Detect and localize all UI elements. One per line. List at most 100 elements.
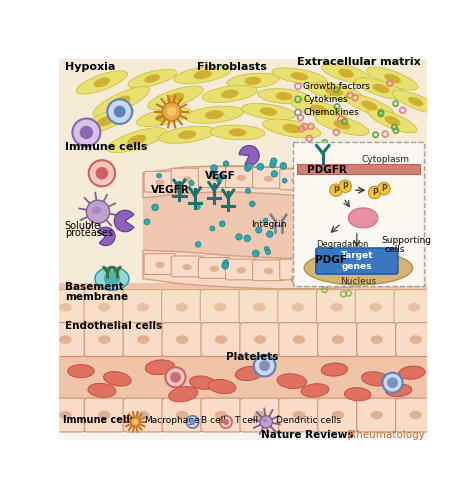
Ellipse shape bbox=[159, 126, 216, 143]
FancyBboxPatch shape bbox=[201, 323, 241, 357]
Circle shape bbox=[80, 126, 93, 139]
Ellipse shape bbox=[148, 86, 203, 110]
Ellipse shape bbox=[292, 99, 346, 120]
Circle shape bbox=[73, 119, 100, 146]
Ellipse shape bbox=[182, 176, 192, 182]
Ellipse shape bbox=[382, 254, 419, 280]
Ellipse shape bbox=[175, 303, 188, 311]
Ellipse shape bbox=[371, 411, 383, 419]
Ellipse shape bbox=[325, 87, 343, 96]
FancyBboxPatch shape bbox=[123, 323, 164, 357]
Ellipse shape bbox=[371, 335, 383, 344]
Ellipse shape bbox=[228, 128, 246, 136]
Ellipse shape bbox=[345, 263, 355, 270]
Circle shape bbox=[157, 173, 162, 178]
Text: Degradation: Degradation bbox=[317, 240, 369, 248]
Ellipse shape bbox=[262, 418, 267, 422]
Text: Cytokines: Cytokines bbox=[303, 95, 348, 104]
FancyBboxPatch shape bbox=[361, 178, 393, 199]
FancyBboxPatch shape bbox=[46, 323, 86, 357]
FancyBboxPatch shape bbox=[292, 142, 424, 286]
Circle shape bbox=[219, 416, 232, 428]
Ellipse shape bbox=[193, 70, 212, 79]
Ellipse shape bbox=[275, 92, 292, 100]
Ellipse shape bbox=[146, 360, 175, 374]
Text: Hypoxia: Hypoxia bbox=[64, 62, 115, 72]
Ellipse shape bbox=[345, 94, 394, 117]
FancyBboxPatch shape bbox=[59, 59, 427, 298]
Circle shape bbox=[165, 367, 186, 387]
Text: Immune cells: Immune cells bbox=[63, 415, 136, 425]
Circle shape bbox=[378, 182, 390, 195]
Ellipse shape bbox=[306, 82, 363, 101]
Circle shape bbox=[264, 247, 269, 251]
Circle shape bbox=[107, 99, 132, 124]
Ellipse shape bbox=[176, 411, 189, 419]
Ellipse shape bbox=[104, 371, 131, 386]
Ellipse shape bbox=[92, 206, 101, 214]
Circle shape bbox=[194, 204, 200, 209]
FancyBboxPatch shape bbox=[226, 259, 257, 280]
Circle shape bbox=[152, 204, 158, 210]
Ellipse shape bbox=[384, 116, 401, 126]
Ellipse shape bbox=[315, 114, 369, 135]
Text: PDGFR: PDGFR bbox=[307, 165, 347, 175]
Circle shape bbox=[96, 167, 108, 179]
Wedge shape bbox=[114, 210, 134, 232]
Ellipse shape bbox=[355, 78, 407, 99]
Circle shape bbox=[353, 242, 370, 259]
Ellipse shape bbox=[260, 108, 277, 116]
Wedge shape bbox=[97, 227, 115, 246]
Circle shape bbox=[219, 221, 225, 227]
Ellipse shape bbox=[112, 96, 130, 108]
Ellipse shape bbox=[210, 175, 219, 181]
FancyBboxPatch shape bbox=[162, 398, 202, 432]
FancyBboxPatch shape bbox=[240, 323, 280, 357]
FancyBboxPatch shape bbox=[394, 289, 434, 325]
FancyBboxPatch shape bbox=[162, 289, 202, 325]
Circle shape bbox=[170, 372, 181, 383]
Ellipse shape bbox=[345, 182, 355, 189]
Ellipse shape bbox=[384, 74, 401, 83]
Text: Nucleus: Nucleus bbox=[340, 277, 376, 286]
Text: Macrophage: Macrophage bbox=[144, 416, 200, 425]
Polygon shape bbox=[143, 165, 392, 209]
Text: Extracellular matrix: Extracellular matrix bbox=[297, 57, 421, 67]
Circle shape bbox=[330, 184, 342, 196]
Ellipse shape bbox=[291, 267, 300, 273]
Ellipse shape bbox=[215, 335, 228, 344]
Ellipse shape bbox=[214, 303, 227, 311]
Ellipse shape bbox=[318, 179, 328, 186]
Ellipse shape bbox=[107, 127, 166, 153]
Ellipse shape bbox=[93, 86, 150, 117]
FancyBboxPatch shape bbox=[280, 169, 311, 190]
Ellipse shape bbox=[245, 77, 261, 85]
FancyBboxPatch shape bbox=[253, 260, 284, 281]
Text: Target
genes: Target genes bbox=[340, 251, 373, 271]
FancyBboxPatch shape bbox=[171, 168, 203, 189]
Text: P: P bbox=[333, 186, 339, 195]
FancyBboxPatch shape bbox=[334, 255, 366, 276]
Ellipse shape bbox=[272, 68, 327, 84]
FancyBboxPatch shape bbox=[162, 323, 202, 357]
Ellipse shape bbox=[68, 365, 94, 378]
FancyBboxPatch shape bbox=[46, 398, 86, 432]
Circle shape bbox=[236, 234, 242, 240]
Ellipse shape bbox=[332, 335, 344, 344]
Ellipse shape bbox=[174, 66, 231, 84]
Ellipse shape bbox=[98, 411, 110, 419]
FancyBboxPatch shape bbox=[123, 398, 164, 432]
Circle shape bbox=[383, 372, 402, 393]
FancyBboxPatch shape bbox=[278, 289, 318, 325]
Text: VEGFR: VEGFR bbox=[151, 185, 190, 195]
Ellipse shape bbox=[291, 72, 308, 81]
Text: B cell: B cell bbox=[201, 416, 226, 425]
Ellipse shape bbox=[361, 101, 377, 110]
FancyBboxPatch shape bbox=[198, 257, 230, 278]
FancyBboxPatch shape bbox=[239, 289, 279, 325]
FancyBboxPatch shape bbox=[316, 248, 398, 274]
Circle shape bbox=[104, 271, 120, 287]
FancyBboxPatch shape bbox=[198, 166, 230, 188]
Circle shape bbox=[162, 102, 181, 121]
Text: Endothelial cells: Endothelial cells bbox=[64, 321, 162, 331]
